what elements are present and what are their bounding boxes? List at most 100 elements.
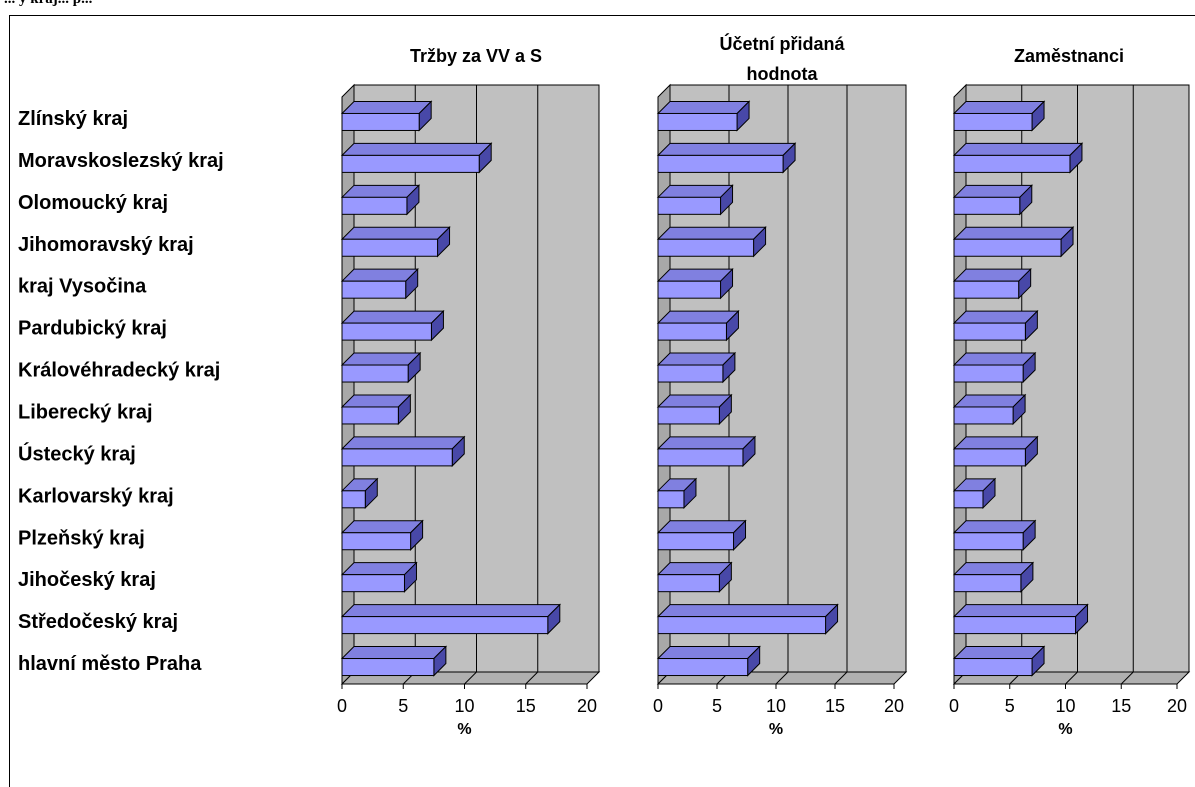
bar-front <box>341 406 399 425</box>
panel-title: Zaměstnanci <box>1014 46 1124 66</box>
bar-front <box>341 616 549 635</box>
bar-top <box>656 520 747 534</box>
bar-front <box>953 322 1026 341</box>
bar-front <box>341 490 366 509</box>
bar-front <box>657 574 720 593</box>
x-axis-label: % <box>1058 721 1072 738</box>
gridline-floor <box>834 671 848 685</box>
bar-top <box>656 310 740 324</box>
bar-front <box>657 280 722 299</box>
bar <box>952 267 1032 300</box>
bar-front <box>953 574 1022 593</box>
top-caption: ... y kraj... p... <box>0 0 300 10</box>
bar-top <box>340 604 562 618</box>
bar-top <box>952 226 1075 240</box>
bar-top <box>952 142 1084 156</box>
bar-front <box>953 154 1071 173</box>
category-label: Královéhradecký kraj <box>18 360 220 382</box>
bar-front <box>657 616 827 635</box>
bar-top <box>952 646 1046 660</box>
bar-top <box>340 226 451 240</box>
bar <box>340 184 421 216</box>
bar-front <box>953 532 1024 551</box>
bar-front <box>341 322 432 341</box>
category-label: hlavní město Praha <box>18 653 202 675</box>
bar-front <box>953 658 1033 677</box>
bar-front <box>657 238 755 257</box>
bar-front <box>953 406 1014 425</box>
bar-front <box>657 490 685 509</box>
bar-front <box>657 322 727 341</box>
bar-front <box>341 658 435 677</box>
bar-front <box>657 532 735 551</box>
tick-label: 10 <box>454 696 474 716</box>
bar <box>340 477 379 510</box>
bar <box>952 561 1035 593</box>
bar-front <box>341 154 480 173</box>
bar <box>340 226 451 258</box>
tick-label: 5 <box>1005 696 1015 716</box>
tick-label: 0 <box>949 696 959 716</box>
bar-top <box>340 184 421 198</box>
bar-top <box>952 184 1033 198</box>
tick-label: 10 <box>1055 696 1075 716</box>
bar <box>656 603 839 635</box>
bar-top <box>656 352 737 366</box>
bar-front <box>341 280 407 299</box>
bar-top <box>656 142 797 156</box>
bar-top <box>952 562 1035 576</box>
panel-title: Tržby za VV a S <box>410 46 542 66</box>
category-label: Moravskoslezský kraj <box>18 150 224 172</box>
tick-label: 15 <box>1111 696 1131 716</box>
bar <box>340 100 433 132</box>
category-label: Liberecký kraj <box>18 401 153 423</box>
bar <box>656 435 757 468</box>
category-label: Středočeský kraj <box>18 611 178 633</box>
bar-top <box>952 604 1089 618</box>
bar <box>340 267 419 300</box>
category-label: Karlovarský kraj <box>18 485 174 507</box>
category-label: Jihomoravský kraj <box>18 234 194 256</box>
bar-front <box>657 658 749 677</box>
bar <box>952 519 1037 551</box>
bar-front <box>657 196 722 215</box>
bar-front <box>341 196 408 215</box>
bar-front <box>953 448 1026 467</box>
bar <box>340 142 493 174</box>
bar-top <box>656 394 733 408</box>
tick-label: 10 <box>766 696 786 716</box>
bar-top <box>340 310 445 324</box>
plot-side-wall <box>341 83 355 686</box>
bar-top <box>952 268 1032 282</box>
bar-top <box>340 436 466 450</box>
bar-front <box>657 406 720 425</box>
bar-front <box>341 364 409 383</box>
tick-label: 15 <box>516 696 536 716</box>
category-label: Zlínský kraj <box>18 108 128 130</box>
tick-label: 20 <box>577 696 597 716</box>
bar-front <box>953 616 1077 635</box>
bar <box>340 645 448 677</box>
bar <box>340 435 466 468</box>
bar-front <box>953 238 1062 257</box>
bar <box>952 309 1039 342</box>
bar-top <box>952 352 1037 366</box>
panel-1: 0 5 10 15 20% Tržby za VV a S <box>337 46 601 738</box>
chart-frame <box>9 15 1195 787</box>
bar <box>656 645 761 677</box>
tick-label: 0 <box>653 696 663 716</box>
bar-top <box>952 520 1037 534</box>
bar-top <box>656 562 733 576</box>
bar <box>656 519 747 551</box>
gridline-floor <box>525 671 539 685</box>
panel-2: 0 5 10 15 20% Účetní přidaná hodnota <box>653 33 908 738</box>
bar-top <box>656 100 751 114</box>
bar <box>952 435 1039 468</box>
bar <box>656 351 737 384</box>
bar-front <box>953 364 1024 383</box>
bar <box>952 100 1046 132</box>
tick-label: 0 <box>337 696 347 716</box>
bar <box>656 309 740 342</box>
bar <box>952 393 1027 426</box>
